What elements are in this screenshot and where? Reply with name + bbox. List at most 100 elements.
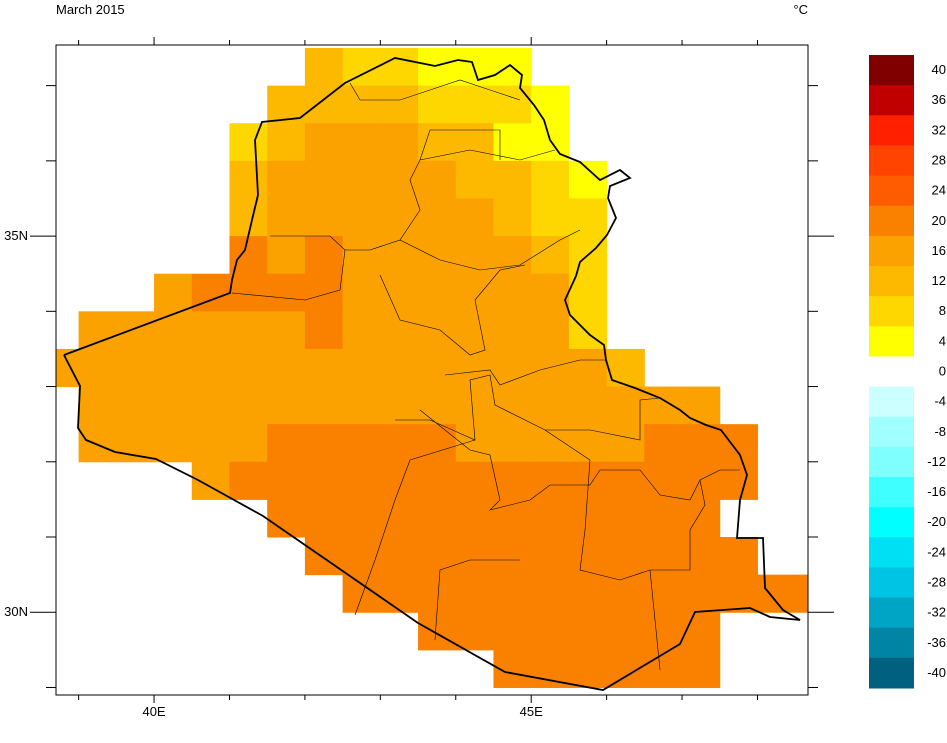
boundaries xyxy=(63,57,801,691)
grid-cell xyxy=(493,198,532,237)
grid-cell xyxy=(682,499,721,538)
colorbar-box xyxy=(869,55,914,86)
grid-cell xyxy=(531,424,570,463)
grid-cell xyxy=(342,348,381,388)
colorbar-label: -28 xyxy=(927,575,946,590)
grid-cell xyxy=(342,461,381,500)
grid-cell xyxy=(380,424,419,463)
grid-cell xyxy=(304,499,344,538)
grid-cell xyxy=(78,311,117,350)
grid-cell xyxy=(267,160,306,199)
grid-cell xyxy=(342,537,381,576)
grid-cells xyxy=(56,48,808,688)
grid-cell xyxy=(342,48,381,87)
grid-cell xyxy=(682,424,721,463)
colorbar-label: 32 xyxy=(932,122,946,137)
grid-cell xyxy=(455,386,494,425)
colorbar-label: 0 xyxy=(939,364,946,379)
colorbar-box xyxy=(869,205,914,237)
grid-cell xyxy=(229,386,268,425)
grid-cell xyxy=(78,386,117,425)
grid-cell xyxy=(682,386,721,425)
grid-cell xyxy=(568,424,608,463)
grid-cell xyxy=(191,424,230,463)
grid-cell xyxy=(568,273,608,312)
colorbar-box xyxy=(869,567,914,599)
colorbar-label: -40 xyxy=(927,665,946,680)
grid-cell xyxy=(229,311,268,350)
grid-cell xyxy=(342,236,381,275)
grid-cell xyxy=(606,348,645,388)
grid-cell xyxy=(154,386,193,425)
colorbar-box xyxy=(869,627,914,659)
grid-cell xyxy=(191,348,230,388)
grid-cell xyxy=(606,612,645,651)
grid-cell xyxy=(304,198,344,237)
grid-cell xyxy=(606,386,645,425)
grid-cell xyxy=(418,386,457,425)
grid-cell xyxy=(380,123,419,162)
grid-cell xyxy=(304,48,344,87)
grid-cell xyxy=(304,461,344,500)
grid-cell xyxy=(606,574,645,613)
colorbar-label: -8 xyxy=(934,424,946,439)
grid-cell xyxy=(342,85,381,124)
province-lines xyxy=(231,79,740,671)
grid-cell xyxy=(644,537,683,576)
colorbar-label: 8 xyxy=(939,303,946,318)
grid-cell xyxy=(380,236,419,275)
colorbar-box xyxy=(869,477,914,508)
units-label: °C xyxy=(793,2,808,17)
grid-cell xyxy=(644,612,683,651)
grid-cell xyxy=(682,461,721,500)
grid-cell xyxy=(380,386,419,425)
grid-cell xyxy=(455,348,494,388)
grid-cell xyxy=(531,461,570,500)
grid-cell xyxy=(304,386,344,425)
grid-cell xyxy=(568,198,608,237)
grid-cell xyxy=(342,160,381,199)
grid-cell xyxy=(531,499,570,538)
colorbar-label: 40 xyxy=(932,62,946,77)
grid-cell xyxy=(56,348,80,388)
grid-cell xyxy=(644,386,683,425)
colorbar-box xyxy=(869,386,914,418)
grid-cell xyxy=(380,273,419,312)
grid-cell xyxy=(418,48,457,87)
colorbar-box xyxy=(869,296,914,327)
grid-cell xyxy=(455,48,494,87)
colorbar-box xyxy=(869,507,914,538)
grid-cell xyxy=(418,123,457,162)
grid-cell xyxy=(531,85,570,124)
grid-cell xyxy=(380,574,419,613)
grid-cell xyxy=(229,198,268,237)
colorbar-label: 24 xyxy=(932,183,946,198)
y-tick-label: 30N xyxy=(4,604,28,619)
grid-cell xyxy=(267,311,306,350)
grid-cell xyxy=(418,311,457,350)
colorbar-box xyxy=(869,597,914,629)
grid-cell xyxy=(531,386,570,425)
grid-cell xyxy=(455,574,494,613)
grid-cell xyxy=(304,311,344,350)
grid-cell xyxy=(304,160,344,199)
grid-cell xyxy=(531,160,570,199)
grid-cell xyxy=(418,612,457,651)
grid-cell xyxy=(229,273,268,312)
grid-cell xyxy=(418,537,457,576)
grid-cell xyxy=(229,348,268,388)
grid-cell xyxy=(418,160,457,199)
grid-cell xyxy=(757,574,796,613)
grid-cell xyxy=(682,612,721,651)
grid-cell xyxy=(304,424,344,463)
grid-cell xyxy=(644,649,683,688)
grid-cell xyxy=(267,123,306,162)
grid-cell xyxy=(78,348,117,388)
grid-cell xyxy=(342,499,381,538)
grid-cell xyxy=(455,236,494,275)
grid-cell xyxy=(116,348,155,388)
grid-cell xyxy=(682,649,721,688)
colorbar-label: -16 xyxy=(927,484,946,499)
grid-cell xyxy=(568,649,608,688)
grid-cell xyxy=(342,311,381,350)
